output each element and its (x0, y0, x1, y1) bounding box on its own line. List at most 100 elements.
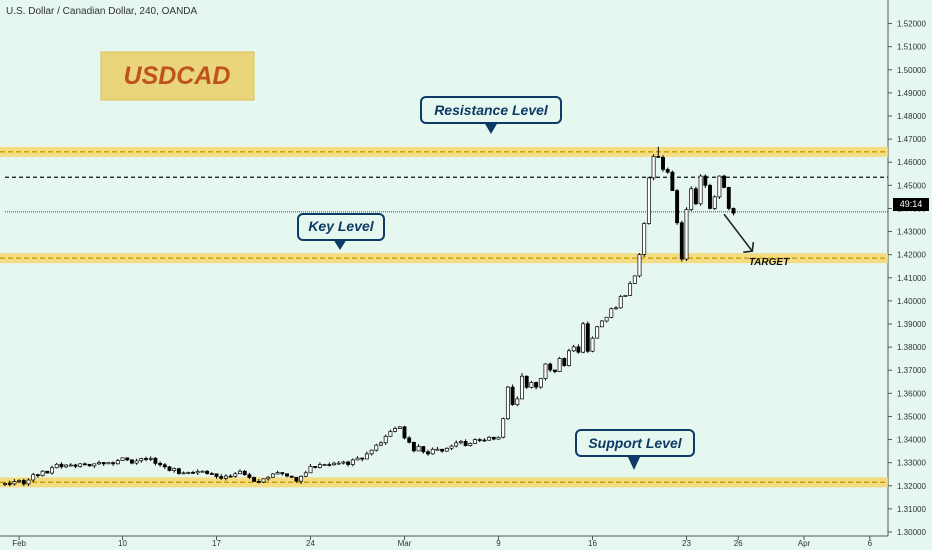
candle (219, 473, 224, 480)
candle (487, 436, 492, 441)
candle-body (186, 472, 191, 474)
candle-body (172, 468, 177, 471)
candle-body (501, 418, 506, 438)
candle (726, 186, 731, 211)
candle-body (285, 473, 289, 477)
candle-body (280, 472, 285, 475)
price-tick-label: 1.43000 (897, 228, 926, 237)
candle (242, 470, 247, 476)
candle (628, 281, 633, 296)
candle-body (17, 480, 22, 482)
candle (129, 459, 134, 465)
candle (21, 478, 26, 487)
candle (651, 154, 656, 181)
candle-body (209, 473, 214, 475)
candle (416, 444, 421, 452)
candle-body (238, 470, 242, 475)
candle-body (26, 479, 31, 485)
price-tick-label: 1.50000 (897, 66, 926, 75)
price-tick-label: 1.33000 (897, 459, 926, 468)
price-tick-label: 1.35000 (897, 412, 926, 421)
candle-body (294, 476, 299, 482)
candle-body (458, 441, 463, 444)
candles-layer (3, 146, 736, 487)
candle-body (454, 442, 459, 447)
candle (562, 357, 567, 367)
candle-body (289, 475, 294, 478)
candle (252, 476, 257, 483)
candle-body (247, 474, 252, 478)
candle-body (717, 175, 722, 198)
resistance-callout-label: Resistance Level (434, 102, 549, 118)
candle-body (646, 177, 651, 224)
ticker-box (100, 51, 255, 101)
key-callout[interactable]: Key Level (297, 213, 385, 250)
candle-body (534, 382, 539, 388)
candle-body (341, 461, 346, 464)
candle-body (78, 463, 83, 467)
candle (548, 362, 553, 373)
time-axis[interactable]: Feb 10 17 24 Mar 9 16 23 26 Apr 6 (12, 536, 873, 548)
candle (275, 470, 280, 475)
candle (87, 463, 92, 467)
candle-body (698, 175, 703, 205)
candle (50, 465, 54, 475)
candle-body (679, 222, 684, 260)
price-tick-label: 1.40000 (897, 297, 926, 306)
candle-body (515, 398, 520, 406)
candle (440, 448, 445, 453)
candle (661, 155, 665, 172)
candle (111, 461, 116, 466)
candle (120, 457, 125, 462)
candle (670, 170, 675, 191)
candle-body (557, 358, 562, 372)
candle (167, 466, 172, 472)
current-price-badge: 49:14 (893, 198, 929, 211)
candle-body (440, 448, 445, 452)
time-tick-label: Mar (398, 539, 412, 548)
time-tick-label: 6 (868, 539, 873, 548)
price-axis[interactable]: 1.52000 1.51000 1.50000 1.49000 1.48000 1.470… (888, 20, 926, 537)
candle (17, 479, 22, 484)
candle (581, 321, 586, 354)
support-callout[interactable]: Support Level (575, 429, 695, 470)
candle-body (139, 458, 144, 462)
candle-body (482, 439, 487, 442)
candle-body (45, 470, 50, 474)
candle-body (332, 462, 336, 466)
candle-body (261, 478, 266, 483)
candle-body (595, 326, 600, 339)
candle (360, 457, 365, 462)
support-callout-label: Support Level (588, 435, 682, 451)
candle-body (726, 187, 731, 209)
candle-body (651, 156, 656, 179)
candle-body (54, 463, 59, 469)
candle (162, 463, 167, 469)
candle-body (214, 473, 219, 477)
candle-body (299, 475, 304, 482)
candle (40, 470, 45, 477)
candle (364, 451, 369, 460)
candle-body (388, 431, 393, 437)
candle (299, 475, 304, 484)
candle (134, 458, 139, 465)
candle-body (3, 483, 7, 485)
candle-body (665, 169, 670, 173)
candle (529, 380, 534, 389)
candle (26, 478, 31, 487)
price-tick-label: 1.51000 (897, 43, 926, 52)
candle-body (675, 190, 680, 224)
candle (228, 474, 233, 478)
resistance-callout[interactable]: Resistance Level (420, 96, 562, 134)
candle-body (31, 474, 36, 481)
candle-body (731, 208, 736, 214)
candle (426, 449, 430, 456)
candle-body (92, 463, 97, 467)
candle-body (12, 481, 17, 485)
candle (505, 385, 510, 420)
candle (374, 443, 379, 452)
price-tick-label: 1.39000 (897, 320, 926, 329)
candle (473, 438, 477, 444)
